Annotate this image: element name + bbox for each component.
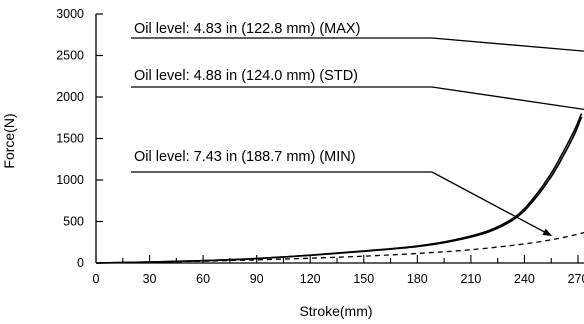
x-tick-label: 60	[196, 272, 210, 286]
y-tick-label: 1500	[56, 132, 84, 146]
x-axis-title: Stroke(mm)	[299, 303, 372, 319]
annotation-min-arrow	[431, 171, 553, 237]
y-tick-label: 1000	[56, 173, 84, 187]
x-tick-label: 180	[407, 272, 428, 286]
plot-area: 0 500 1000 1500 2000 2500 3000 0 30 60 90 120 150 180…	[56, 7, 584, 286]
x-tick-label: 210	[460, 272, 481, 286]
y-tick-label: 2500	[56, 49, 84, 63]
annotation-max-label: Oil level: 4.83 in (122.8 mm) (MAX)	[134, 21, 360, 37]
x-tick-label: 150	[353, 272, 374, 286]
x-tick-label: 90	[250, 272, 264, 286]
series-line-std	[95, 116, 583, 264]
annotation-std-label: Oil level: 4.88 in (124.0 mm) (STD)	[134, 68, 358, 84]
x-tick-label: 120	[300, 272, 321, 286]
y-tick-label: 500	[63, 215, 84, 229]
x-tick-label: 240	[514, 272, 535, 286]
y-tick-label: 0	[77, 256, 84, 270]
annotation-max-arrow	[431, 37, 584, 52]
series-line-min	[95, 232, 584, 264]
annotation-min-label: Oil level: 7.43 in (188.7 mm) (MIN)	[134, 149, 356, 165]
x-tick-label: 0	[93, 272, 100, 286]
x-tick-label: 270	[568, 272, 584, 286]
y-axis-title: Force(N)	[1, 113, 17, 168]
y-tick-label: 3000	[56, 7, 84, 21]
y-tick-label: 2000	[56, 90, 84, 104]
annotation-std-arrow	[431, 86, 584, 111]
x-tick-label: 30	[143, 272, 157, 286]
series-line-max	[95, 113, 583, 264]
